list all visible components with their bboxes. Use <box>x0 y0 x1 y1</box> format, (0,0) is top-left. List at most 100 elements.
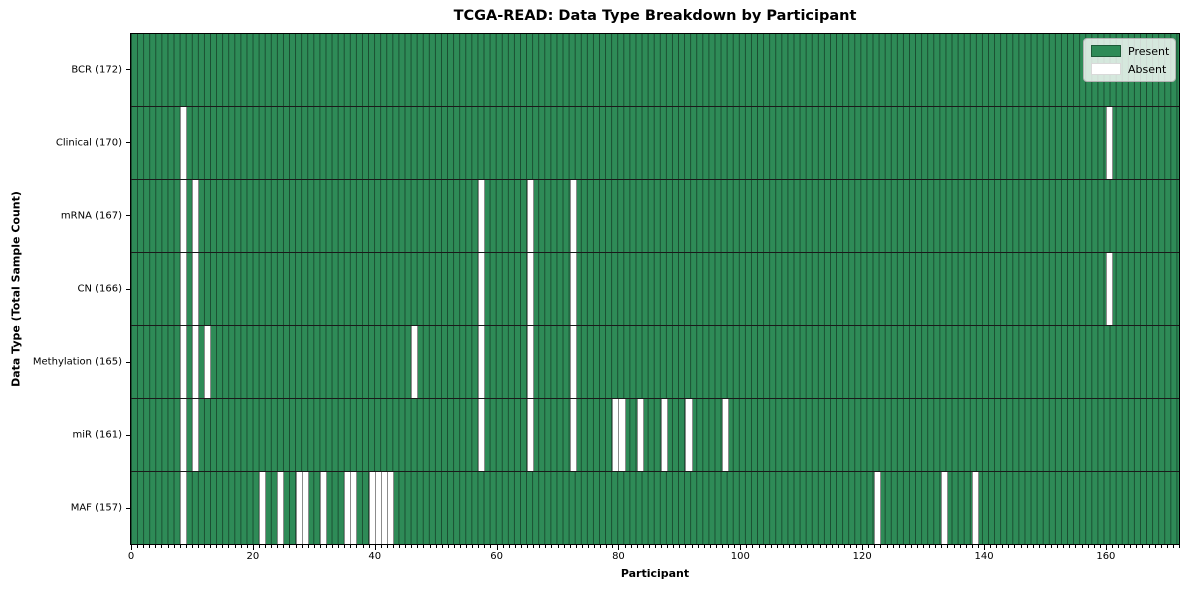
absent-cell <box>1105 253 1113 325</box>
x-minor-tick <box>770 545 772 548</box>
x-minor-tick <box>752 545 754 548</box>
x-minor-tick <box>514 545 516 548</box>
x-minor-tick <box>1008 545 1010 548</box>
x-minor-tick <box>234 545 236 548</box>
x-minor-tick <box>185 545 187 548</box>
y-tick-mark <box>126 215 130 217</box>
x-minor-tick <box>910 545 912 548</box>
absent-cell <box>191 326 199 398</box>
x-minor-tick <box>350 545 352 548</box>
x-minor-tick <box>990 545 992 548</box>
x-minor-tick <box>1154 545 1156 548</box>
x-minor-tick <box>923 545 925 548</box>
absent-cell <box>191 253 199 325</box>
x-tick-label-140: 140 <box>974 551 994 562</box>
x-minor-tick <box>191 545 193 548</box>
x-minor-tick <box>1166 545 1168 548</box>
x-minor-tick <box>332 545 334 548</box>
x-minor-tick <box>849 545 851 548</box>
x-minor-tick <box>472 545 474 548</box>
x-major-tick <box>374 545 376 550</box>
absent-cell <box>478 180 486 252</box>
x-minor-tick <box>386 545 388 548</box>
x-minor-tick <box>941 545 943 548</box>
x-minor-tick <box>1057 545 1059 548</box>
x-minor-tick <box>520 545 522 548</box>
absent-cell <box>527 399 535 471</box>
legend-absent-label: Absent <box>1128 62 1167 76</box>
x-minor-tick <box>204 545 206 548</box>
x-minor-tick <box>947 545 949 548</box>
y-tick-label-BCR: BCR (172) <box>71 64 122 76</box>
x-minor-tick <box>587 545 589 548</box>
x-minor-tick <box>1032 545 1034 548</box>
absent-cell <box>204 326 212 398</box>
absent-swatch <box>1091 63 1121 75</box>
absent-cell <box>350 472 358 544</box>
absent-cell <box>971 472 979 544</box>
x-minor-tick <box>258 545 260 548</box>
x-major-tick <box>984 545 986 550</box>
heatmap-row-BCR <box>131 34 1179 107</box>
x-minor-tick <box>545 545 547 548</box>
x-minor-tick <box>971 545 973 548</box>
x-minor-tick <box>1002 545 1004 548</box>
x-minor-tick <box>228 545 230 548</box>
x-minor-tick <box>636 545 638 548</box>
legend: Present Absent <box>1083 38 1176 82</box>
x-minor-tick <box>490 545 492 548</box>
x-minor-tick <box>399 545 401 548</box>
absent-cell <box>478 253 486 325</box>
absent-cell <box>569 253 577 325</box>
x-minor-tick <box>728 545 730 548</box>
x-minor-tick <box>301 545 303 548</box>
x-minor-tick <box>466 545 468 548</box>
x-minor-tick <box>1099 545 1101 548</box>
x-minor-tick <box>685 545 687 548</box>
x-minor-tick <box>210 545 212 548</box>
absent-cell <box>941 472 949 544</box>
x-tick-label-160: 160 <box>1096 551 1116 562</box>
x-minor-tick <box>1038 545 1040 548</box>
y-tick-mark <box>126 288 130 290</box>
absent-cell <box>661 399 669 471</box>
y-tick-mark <box>126 69 130 71</box>
x-minor-tick <box>624 545 626 548</box>
x-minor-tick <box>874 545 876 548</box>
x-minor-tick <box>1142 545 1144 548</box>
y-axis-label: Data Type (Total Sample Count) <box>9 191 23 387</box>
heatmap-row-mRNA <box>131 180 1179 253</box>
heatmap-row-Clinical <box>131 107 1179 180</box>
x-minor-tick <box>819 545 821 548</box>
x-minor-tick <box>149 545 151 548</box>
absent-cell <box>277 472 285 544</box>
x-minor-tick <box>1118 545 1120 548</box>
y-tick-label-Clinical: Clinical (170) <box>55 137 122 149</box>
x-minor-tick <box>1020 545 1022 548</box>
heatmap-row-CN <box>131 253 1179 326</box>
x-minor-tick <box>277 545 279 548</box>
absent-cell <box>179 326 187 398</box>
y-tick-mark <box>126 142 130 144</box>
x-minor-tick <box>1111 545 1113 548</box>
absent-cell <box>411 326 419 398</box>
absent-cell <box>722 399 730 471</box>
x-minor-tick <box>460 545 462 548</box>
x-minor-tick <box>612 545 614 548</box>
x-minor-tick <box>502 545 504 548</box>
x-minor-tick <box>837 545 839 548</box>
absent-cell <box>478 326 486 398</box>
absent-cell <box>179 472 187 544</box>
x-minor-tick <box>606 545 608 548</box>
x-minor-tick <box>429 545 431 548</box>
legend-present-label: Present <box>1128 44 1170 58</box>
x-minor-tick <box>423 545 425 548</box>
x-minor-tick <box>722 545 724 548</box>
absent-cell <box>527 253 535 325</box>
x-minor-tick <box>758 545 760 548</box>
x-minor-tick <box>1124 545 1126 548</box>
x-minor-tick <box>313 545 315 548</box>
x-minor-tick <box>1075 545 1077 548</box>
x-minor-tick <box>764 545 766 548</box>
x-minor-tick <box>344 545 346 548</box>
